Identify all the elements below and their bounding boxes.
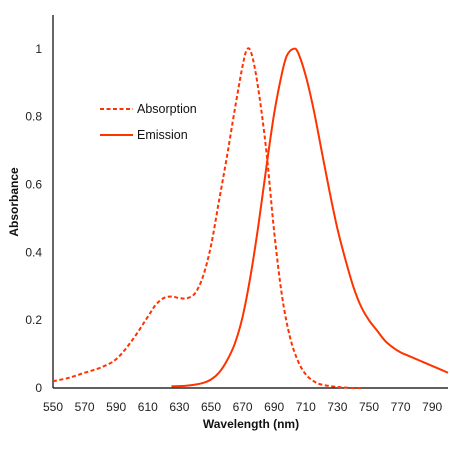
- x-tick-label: 710: [296, 400, 316, 414]
- x-tick-label: 610: [138, 400, 158, 414]
- legend-label-emission: Emission: [137, 128, 188, 142]
- y-axis-title: Absorbance: [7, 167, 21, 237]
- x-tick-label: 570: [75, 400, 95, 414]
- tick-labels: 550 570 590 610 630 650 670 690 710 730 750 770 790 0…: [25, 42, 442, 414]
- x-tick-label: 630: [169, 400, 189, 414]
- legend-label-absorption: Absorption: [137, 102, 197, 116]
- x-tick-label: 690: [264, 400, 284, 414]
- x-tick-label: 730: [327, 400, 347, 414]
- series-layer: [52, 47, 449, 390]
- series-line-absorption: [52, 47, 362, 390]
- y-tick-label: 0.2: [25, 313, 42, 327]
- x-tick-label: 590: [106, 400, 126, 414]
- legend: Absorption Emission: [100, 102, 197, 142]
- series-line-emission: [171, 47, 449, 388]
- axes: [52, 15, 448, 389]
- y-tick-label: 0: [35, 381, 42, 395]
- x-axis-title: Wavelength (nm): [203, 417, 299, 431]
- x-tick-label: 650: [201, 400, 221, 414]
- y-tick-label: 0.4: [25, 245, 42, 259]
- y-tick-label: 1: [35, 42, 42, 56]
- x-tick-label: 670: [233, 400, 253, 414]
- y-tick-label: 0.8: [25, 110, 42, 124]
- y-tick-label: 0.6: [25, 178, 42, 192]
- x-tick-label: 770: [391, 400, 411, 414]
- x-tick-label: 550: [43, 400, 63, 414]
- x-tick-label: 790: [422, 400, 442, 414]
- x-tick-label: 750: [359, 400, 379, 414]
